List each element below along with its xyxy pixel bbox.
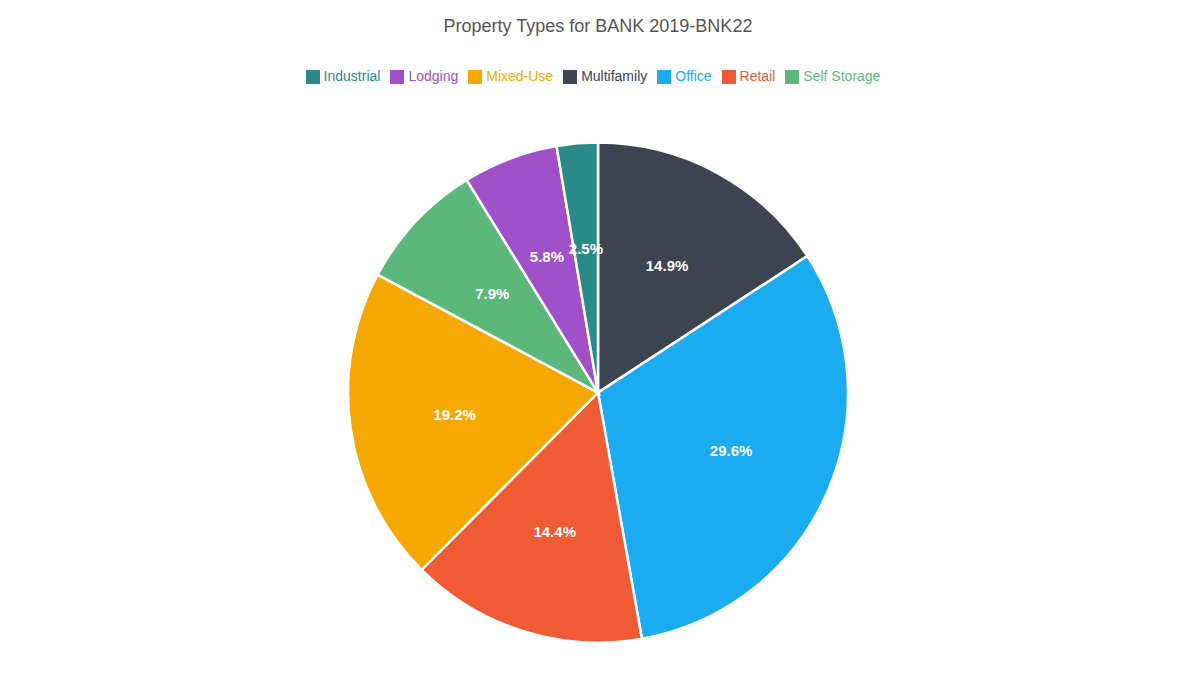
html-text:Retail: Retail (739, 68, 776, 84)
svg-text:7.9%: 7.9% (475, 285, 509, 302)
html-text:Industrial: Industrial (323, 68, 381, 84)
html-text:Office: Office (675, 68, 712, 84)
svg-text:5.8%: 5.8% (530, 248, 564, 265)
html-text:Multifamily: Multifamily (581, 68, 648, 84)
svg-text:29.6%: 29.6% (710, 442, 753, 459)
svg-text:2.5%: 2.5% (569, 240, 603, 257)
svg-text:14.4%: 14.4% (533, 523, 576, 540)
svg-text:19.2%: 19.2% (433, 406, 476, 423)
html-text:Property Types for BANK 2019-B: Property Types for BANK 2019-BNK22 (443, 16, 753, 36)
html-text:Mixed-Use: Mixed-Use (486, 68, 554, 84)
html-text:Self Storage: Self Storage (803, 68, 881, 84)
svg-text:14.9%: 14.9% (646, 257, 689, 274)
html-text:Lodging: Lodging (408, 68, 459, 84)
